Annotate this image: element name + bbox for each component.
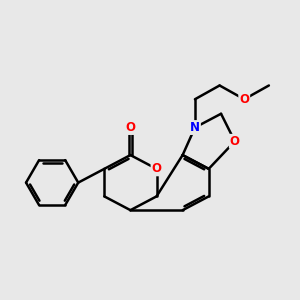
Text: O: O: [239, 93, 249, 106]
Text: O: O: [152, 162, 161, 175]
Text: N: N: [190, 121, 200, 134]
Text: O: O: [125, 121, 135, 134]
Text: O: O: [230, 135, 240, 148]
